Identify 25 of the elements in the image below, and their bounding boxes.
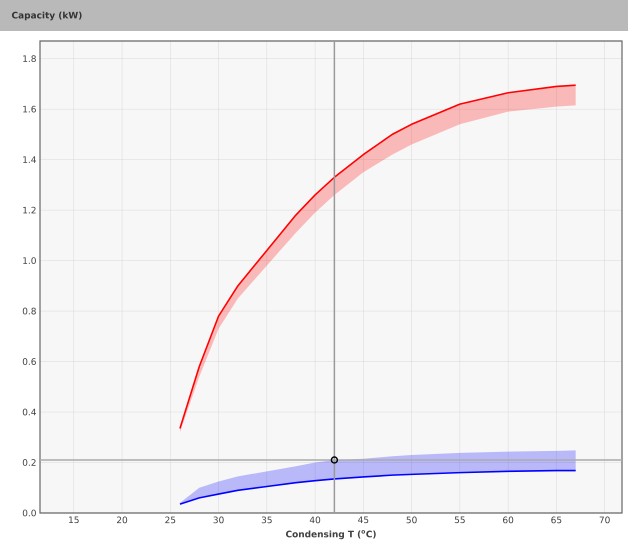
chart-title: Capacity (kW): [12, 12, 82, 20]
x-axis-title: Condensing T ($^{o}$C): [286, 530, 376, 540]
x-tick-label: 50: [406, 516, 417, 524]
x-tick-label: 45: [358, 516, 368, 524]
x-tick-label: 70: [600, 516, 610, 524]
y-tick-label: 1.8: [23, 55, 36, 62]
x-tick-label: 35: [262, 516, 272, 524]
y-tick-label: 1.0: [23, 257, 36, 264]
y-tick-label: 1.4: [23, 156, 36, 163]
x-tick-label: 15: [69, 516, 79, 524]
x-tick-label: 30: [214, 516, 224, 524]
line-series: [179, 470, 576, 505]
x-tick-label: 25: [165, 516, 176, 524]
x-tick-label: 60: [503, 516, 514, 524]
y-tick-label: 0.0: [22, 510, 36, 516]
x-tick-label: 20: [116, 516, 128, 524]
y-tick-label: 1.6: [23, 106, 36, 113]
y-tick-label: 0.8: [22, 308, 36, 314]
y-tick-label: 1.2: [23, 206, 36, 214]
x-tick-label: 40: [310, 516, 320, 524]
y-tick-label: 0.6: [22, 358, 36, 365]
y-tick-label: 0.2: [22, 459, 36, 466]
x-tick-label: 65: [551, 516, 562, 524]
x-tick-label: 55: [454, 516, 465, 524]
y-tick-label: 0.4: [22, 408, 36, 416]
